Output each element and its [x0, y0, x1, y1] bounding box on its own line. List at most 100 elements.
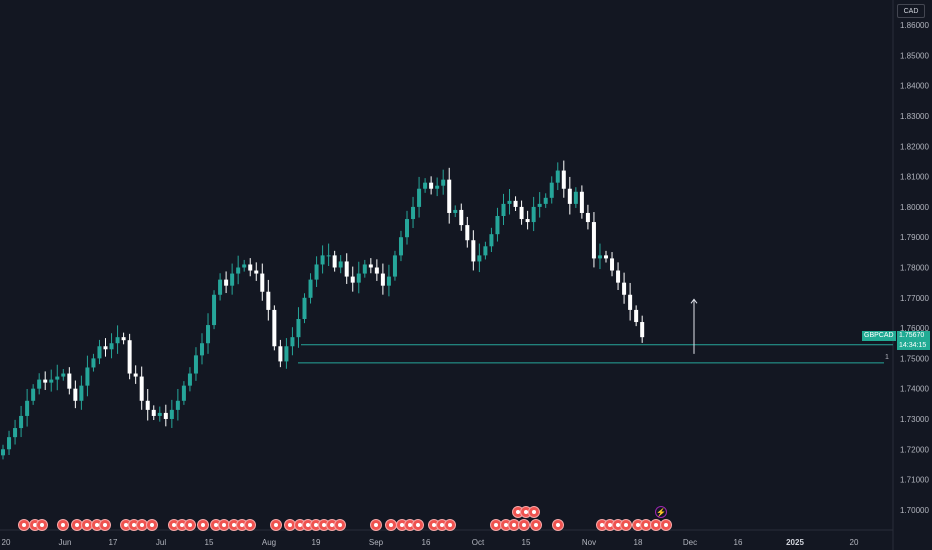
- candle: [79, 375, 84, 410]
- economic-event-icon[interactable]: [71, 519, 83, 531]
- candle: [145, 388, 150, 421]
- candle-body: [97, 346, 102, 359]
- economic-event-icon[interactable]: [99, 519, 111, 531]
- economic-event-icon[interactable]: [530, 519, 542, 531]
- candle-body: [368, 264, 373, 268]
- candle-body: [181, 385, 186, 401]
- candle: [483, 241, 488, 260]
- symbol-label: GBPCAD: [862, 331, 896, 341]
- economic-event-icon[interactable]: [270, 519, 282, 531]
- bar-countdown: 14:34:15: [899, 341, 927, 349]
- economic-event-icon[interactable]: [620, 519, 632, 531]
- candle: [338, 255, 343, 274]
- economic-event-icon[interactable]: [412, 519, 424, 531]
- candle-body: [489, 234, 494, 247]
- candle-body: [230, 273, 235, 286]
- candle: [314, 256, 319, 287]
- candle-body: [537, 203, 542, 207]
- candle: [423, 178, 428, 193]
- candle: [368, 258, 373, 274]
- economic-event-icon[interactable]: [334, 519, 346, 531]
- candle: [332, 250, 337, 272]
- time-axis[interactable]: 20 Jun 17 Jul 15 Aug 19 Sep 16 Oct 15 Nov 18 Dec 16 202…: [2, 538, 859, 547]
- candle-body: [634, 309, 639, 323]
- lightning-icon[interactable]: ⚡: [655, 506, 667, 518]
- currency-badge[interactable]: CAD: [897, 4, 925, 18]
- candle-body: [501, 203, 506, 216]
- economic-event-icon[interactable]: [444, 519, 456, 531]
- economic-event-icon[interactable]: [184, 519, 196, 531]
- economic-event-icon[interactable]: [660, 519, 672, 531]
- economic-event-icon[interactable]: [197, 519, 209, 531]
- candle: [525, 210, 530, 230]
- candle: [302, 293, 307, 324]
- candle: [212, 290, 217, 330]
- candle: [133, 365, 138, 384]
- candle: [362, 259, 367, 278]
- economic-event-icon[interactable]: [244, 519, 256, 531]
- price-tick-label: 1.84000: [900, 82, 929, 91]
- candle: [519, 200, 524, 225]
- candle-body: [242, 264, 247, 268]
- economic-event-icon[interactable]: [36, 519, 48, 531]
- economic-event-icon[interactable]: [508, 519, 520, 531]
- economic-event-icon[interactable]: [552, 519, 564, 531]
- candle-body: [1, 449, 5, 456]
- candle-body: [483, 246, 488, 256]
- economic-event-icon[interactable]: [81, 519, 93, 531]
- candle-body: [133, 373, 138, 377]
- candle-body: [573, 191, 578, 204]
- candle-body: [302, 297, 307, 319]
- candle-body: [477, 255, 482, 262]
- price-axis[interactable]: 1.86000 1.85000 1.84000 1.83000 1.82000 1.810…: [900, 21, 929, 515]
- economic-event-icon[interactable]: [284, 519, 296, 531]
- candle: [67, 367, 72, 395]
- chart-grid: [0, 0, 894, 550]
- candle-body: [254, 270, 259, 274]
- economic-event-icon[interactable]: [57, 519, 69, 531]
- time-tick-label: Oct: [472, 538, 485, 547]
- candle-body: [37, 379, 42, 389]
- candle: [628, 282, 633, 321]
- candle-body: [67, 373, 72, 389]
- candle-body: [507, 200, 512, 204]
- candle-body: [19, 415, 24, 429]
- candle-body: [567, 188, 572, 204]
- candle: [561, 160, 566, 198]
- candle: [591, 212, 596, 268]
- candle: [127, 333, 132, 380]
- economic-event-icon[interactable]: [518, 519, 530, 531]
- economic-event-icon[interactable]: [146, 519, 158, 531]
- candle-body: [429, 182, 434, 189]
- candle-body: [224, 279, 229, 286]
- candle: [501, 193, 506, 225]
- candle-body: [79, 385, 84, 401]
- economic-event-icon[interactable]: [18, 519, 30, 531]
- candle-body: [495, 216, 500, 235]
- economic-event-icon[interactable]: [490, 519, 502, 531]
- candle: [513, 196, 518, 212]
- reference-line-marker: 1: [885, 354, 889, 361]
- economic-event-icon[interactable]: [370, 519, 382, 531]
- candle: [181, 381, 186, 405]
- candle: [386, 264, 391, 297]
- candle-body: [555, 170, 560, 183]
- candle-body: [543, 197, 548, 204]
- candle: [248, 258, 253, 277]
- candle: [236, 255, 241, 285]
- candle: [344, 253, 349, 284]
- candle-body: [43, 379, 48, 383]
- candle: [459, 203, 464, 231]
- candle-body: [199, 343, 204, 356]
- price-tick-label: 1.72000: [900, 445, 929, 454]
- reference-lines: [298, 298, 893, 364]
- economic-event-icon[interactable]: [528, 506, 540, 518]
- candle-body: [175, 400, 180, 410]
- candle: [290, 327, 295, 356]
- candle: [254, 262, 259, 281]
- candle-body: [519, 206, 524, 220]
- candle-body: [236, 267, 241, 274]
- candle: [284, 338, 289, 369]
- candle: [350, 266, 355, 292]
